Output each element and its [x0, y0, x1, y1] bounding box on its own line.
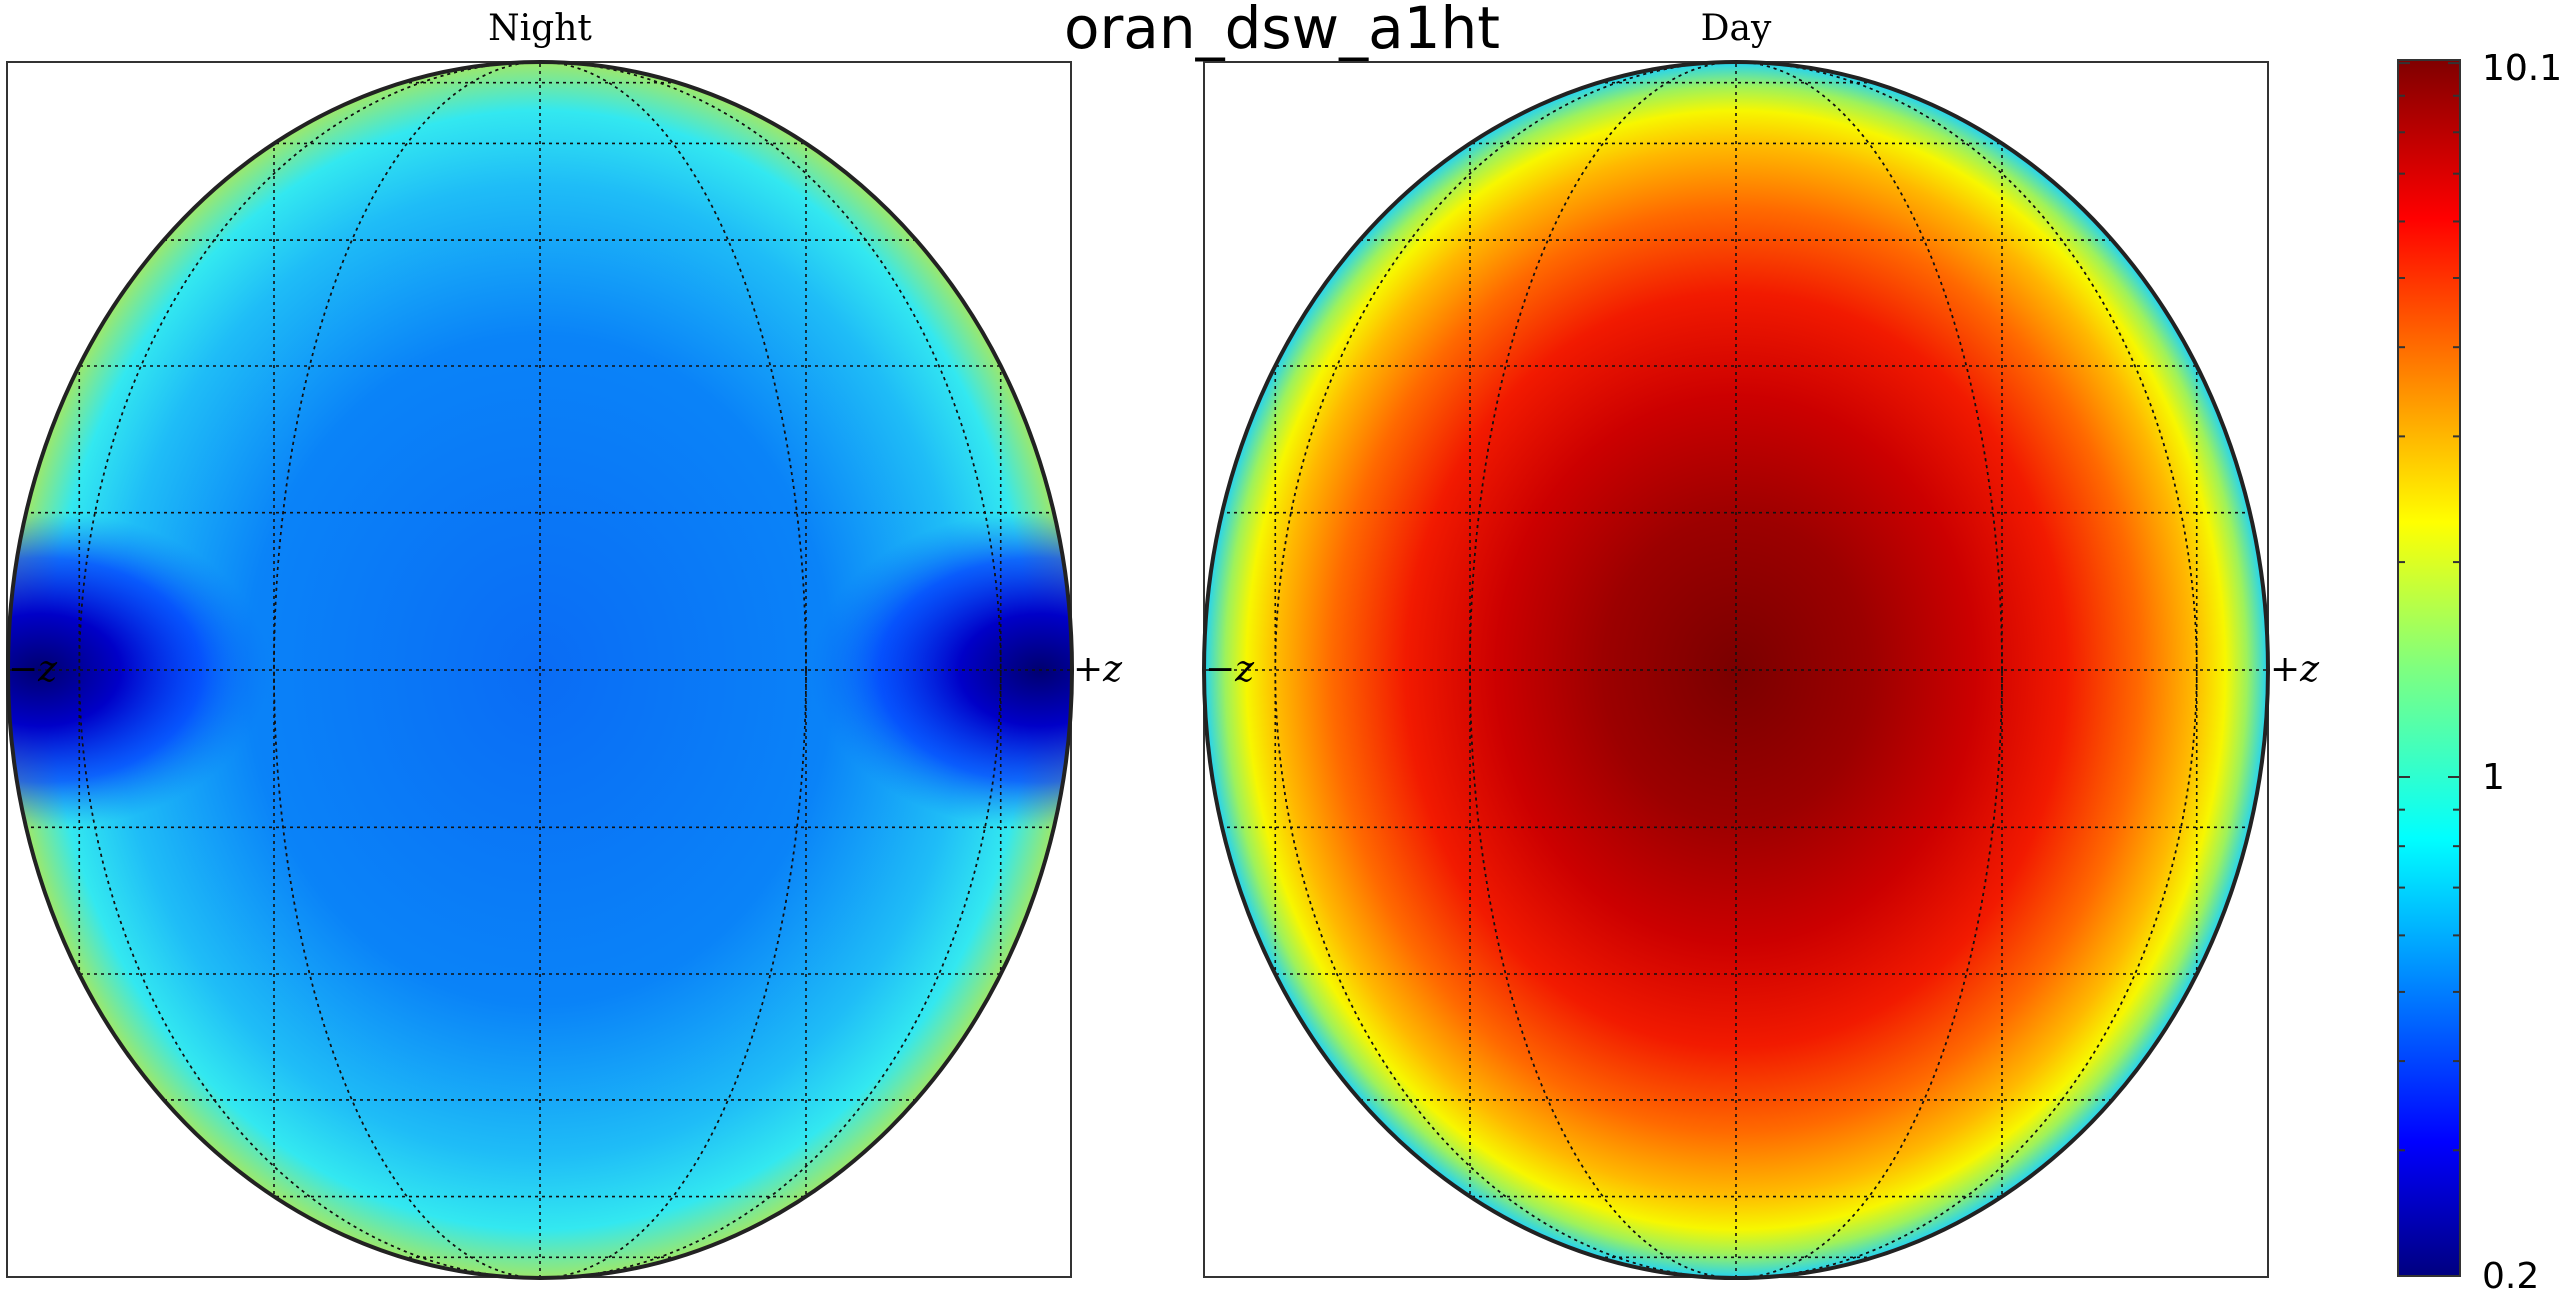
day-limb — [1202, 60, 2270, 1280]
colorbar-gradient — [2397, 59, 2461, 1277]
night-meridian-curve — [273, 62, 807, 1278]
day-right-axis-label: +z — [2270, 649, 2320, 690]
night-right-axis-label: +z — [1073, 649, 1123, 690]
colorbar: 10.110 1 0.2 — [2397, 48, 2562, 1293]
figure-title: oran_dsw_a1ht — [1064, 0, 1500, 62]
colorbar-tick-label: 0.2 — [2482, 1256, 2539, 1293]
night-left-axis-label: −z — [8, 649, 58, 690]
night-panel-title: Night — [488, 8, 592, 49]
colorbar-ticks: 10.110 1 0.2 — [2398, 48, 2562, 1293]
night-limb — [6, 60, 1074, 1280]
day-left-axis-label: −z — [1205, 649, 1255, 690]
day-panel: Day −z +z — [1202, 8, 2320, 1280]
colorbar-tick-label: 1 — [2482, 757, 2505, 798]
day-meridian-curve — [1469, 62, 2003, 1278]
colorbar-tick-label: 10.1 — [2482, 48, 2562, 89]
colorbar-tick-label: 10 — [2482, 48, 2528, 89]
day-meridian-curve — [1274, 62, 2198, 1278]
night-meridian-curve — [78, 62, 1002, 1278]
night-panel: Night −z +z — [6, 8, 1123, 1280]
day-panel-title: Day — [1701, 8, 1772, 49]
